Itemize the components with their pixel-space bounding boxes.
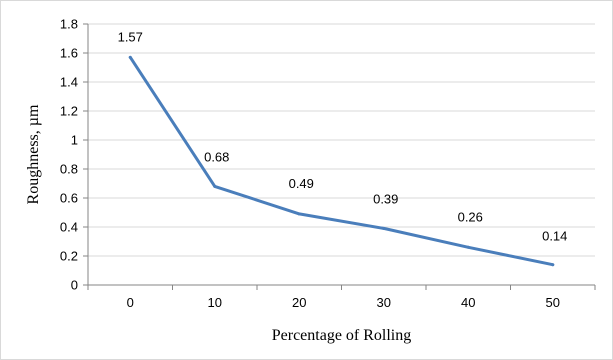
data-label: 0.26 (458, 209, 483, 224)
x-tick-label: 10 (208, 295, 222, 310)
y-tick-label: 0 (71, 278, 78, 293)
y-tick-labels: 0 0.2 0.4 0.6 0.8 1 1.2 1.4 1.6 1.8 (60, 17, 78, 293)
y-tick-label: 0.6 (60, 191, 78, 206)
data-point (297, 212, 301, 216)
series-line (128, 55, 555, 267)
x-tick-labels: 0 10 20 30 40 50 (127, 295, 560, 310)
x-axis-title: Percentage of Rolling (272, 327, 412, 344)
y-tick-label: 0.8 (60, 162, 78, 177)
y-tick-label: 1.2 (60, 104, 78, 119)
data-label: 0.68 (204, 149, 229, 164)
y-tick-label: 1.4 (60, 75, 78, 90)
x-tick-label: 30 (377, 295, 391, 310)
data-point (128, 55, 132, 59)
data-label: 0.14 (542, 229, 567, 244)
y-axis-title: Roughness, µm (25, 104, 42, 204)
data-point (551, 263, 555, 267)
data-label: 0.49 (289, 176, 314, 191)
data-point (466, 245, 470, 249)
series-roughness (128, 55, 555, 267)
data-point (213, 184, 217, 188)
x-tick-label: 50 (546, 295, 560, 310)
data-label: 0.39 (373, 191, 398, 206)
y-tick-label: 0.2 (60, 249, 78, 264)
x-tick-label: 20 (292, 295, 306, 310)
data-point (382, 226, 386, 230)
y-tick-label: 1.8 (60, 17, 78, 32)
axes (83, 23, 596, 290)
y-tick-label: 0.4 (60, 220, 78, 235)
y-tick-label: 1 (71, 133, 78, 148)
x-tick-label: 40 (461, 295, 475, 310)
x-tick-label: 0 (127, 295, 134, 310)
y-tick-label: 1.6 (60, 46, 78, 61)
data-label: 1.57 (118, 29, 143, 44)
data-labels: 1.57 0.68 0.49 0.39 0.26 0.14 (118, 29, 568, 243)
